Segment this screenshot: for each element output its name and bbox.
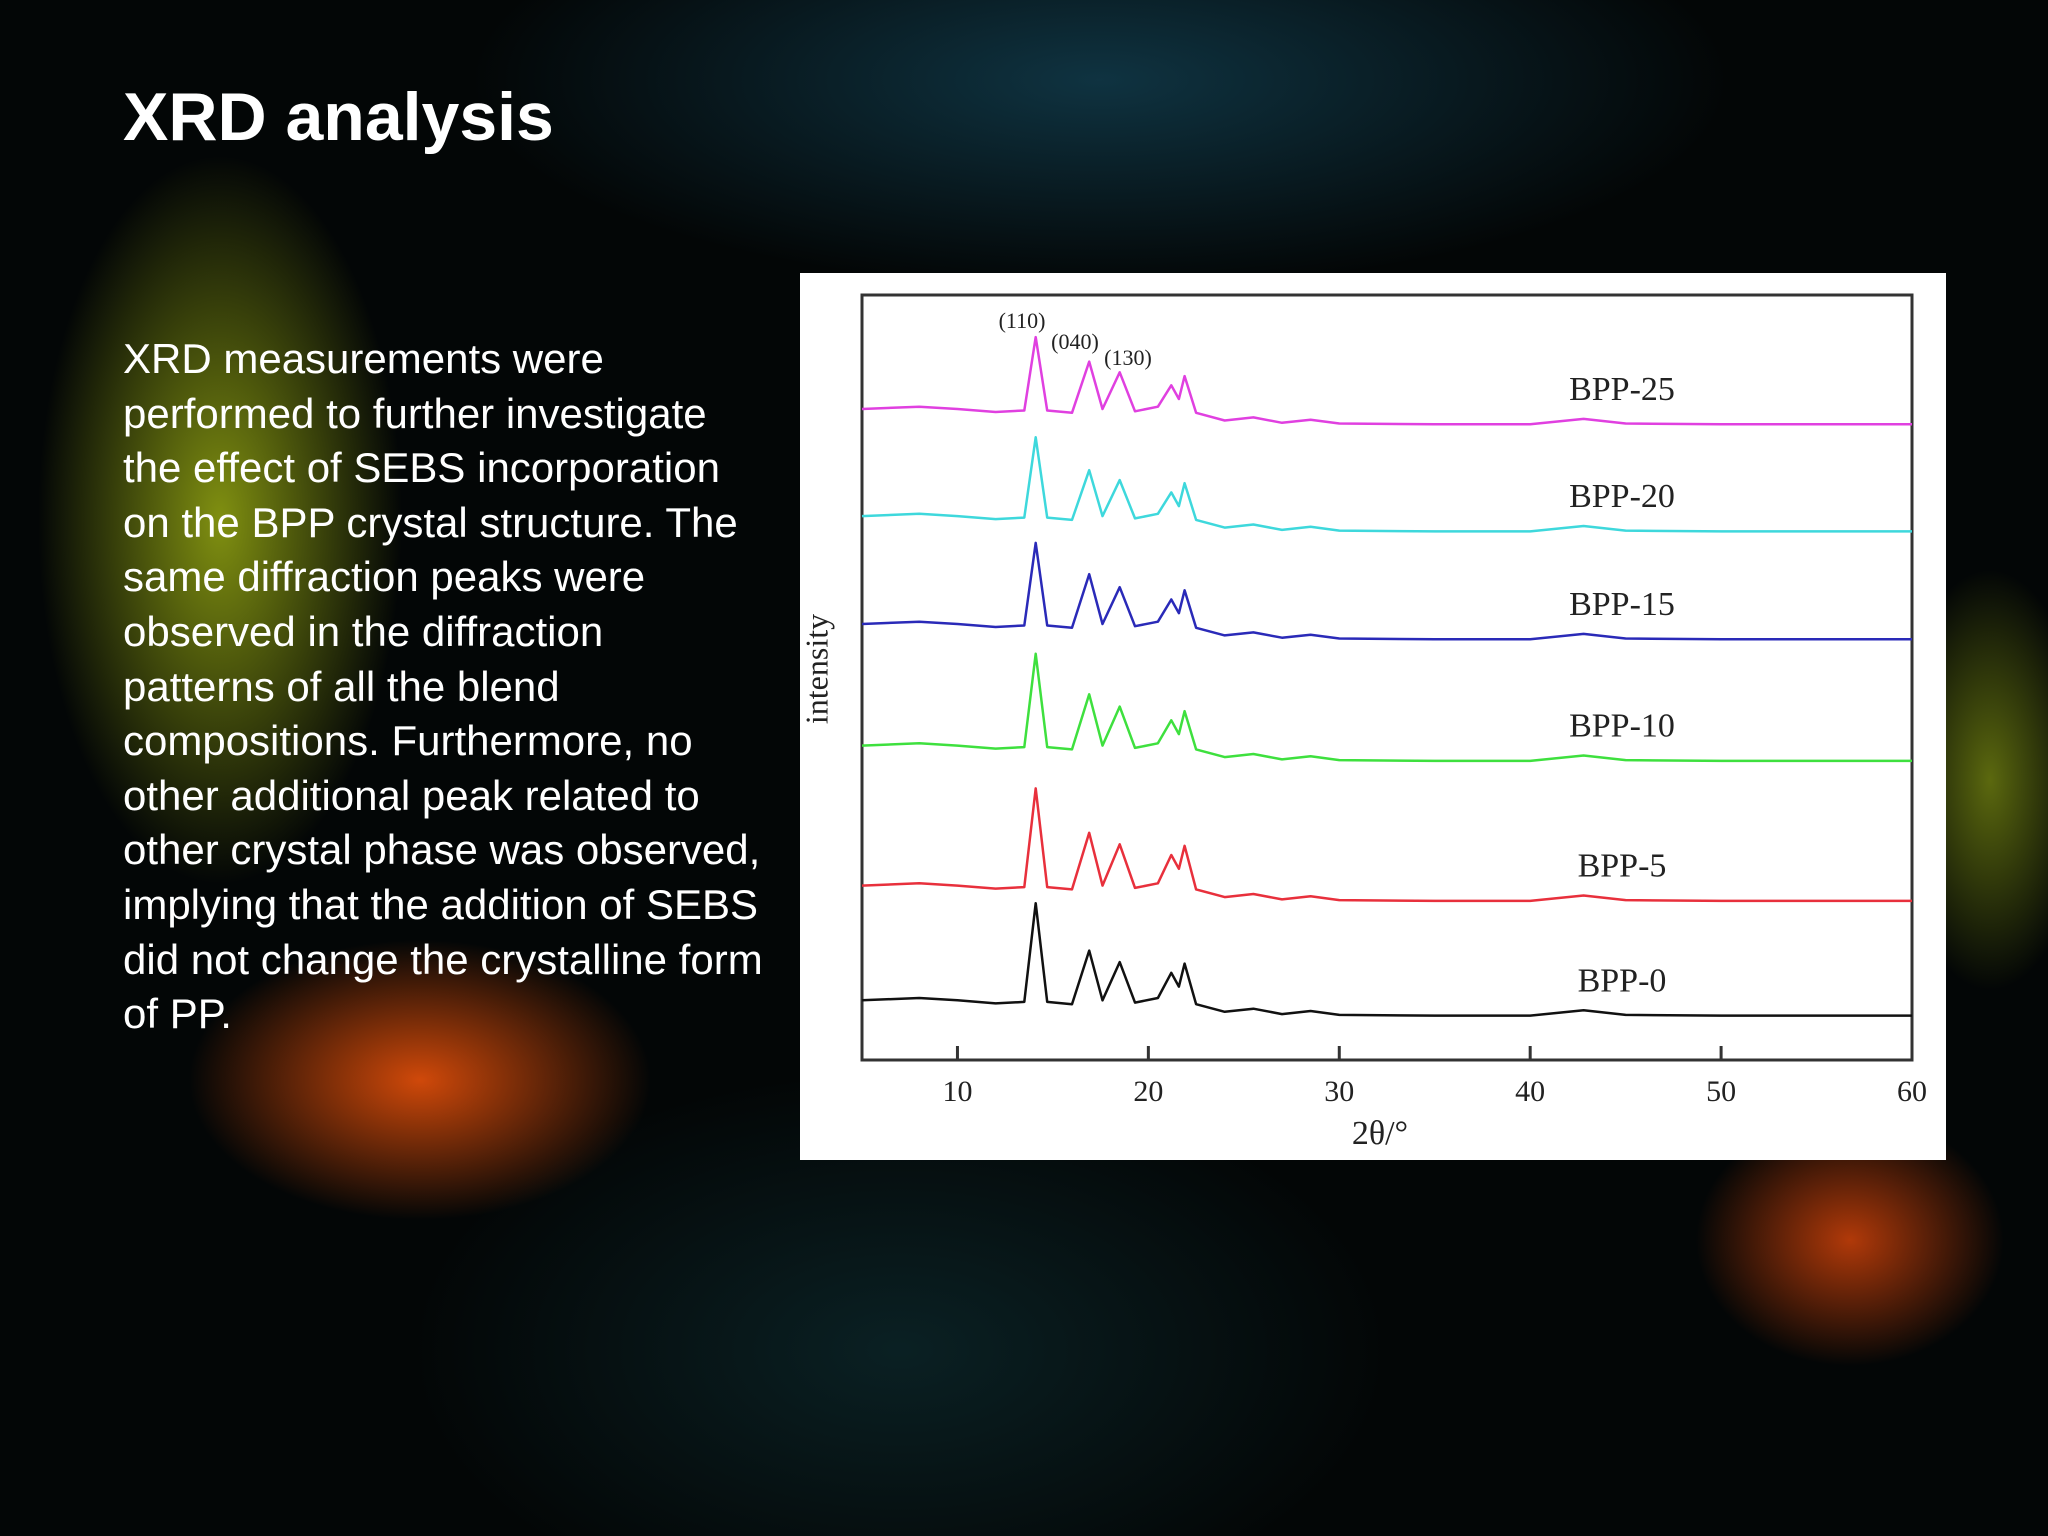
x-tick-label: 40 — [1515, 1075, 1545, 1108]
series-label: BPP-5 — [1578, 848, 1667, 885]
slide-title: XRD analysis — [123, 79, 554, 155]
series-label: BPP-0 — [1578, 962, 1667, 999]
series-label: BPP-25 — [1569, 371, 1675, 408]
plot-frame — [860, 293, 1914, 1062]
peak-annotation: (110) — [999, 308, 1046, 333]
y-axis-label: intensity — [798, 614, 834, 724]
x-axis-label: 2θ/° — [1352, 1115, 1408, 1152]
chart-background — [800, 273, 1946, 1160]
x-tick-label: 30 — [1324, 1075, 1354, 1108]
x-tick-label: 50 — [1706, 1075, 1736, 1108]
xrd-curve — [861, 436, 1912, 533]
xrd-curve — [861, 787, 1912, 903]
xrd-curve — [861, 335, 1912, 426]
peak-annotation: (130) — [1104, 345, 1152, 370]
xrd-curve — [861, 901, 1912, 1017]
series-label: BPP-20 — [1569, 478, 1675, 515]
x-tick-label: 10 — [942, 1075, 972, 1108]
xrd-curve — [861, 541, 1912, 641]
x-tick-label: 20 — [1133, 1075, 1163, 1108]
peak-annotation: (040) — [1051, 329, 1099, 354]
series-label: BPP-10 — [1569, 708, 1675, 745]
slide-body: XRD measurements were performed to furth… — [123, 335, 763, 1038]
xrd-curve — [861, 652, 1912, 763]
series-label: BPP-15 — [1569, 586, 1675, 623]
x-tick-label: 60 — [1897, 1075, 1927, 1108]
